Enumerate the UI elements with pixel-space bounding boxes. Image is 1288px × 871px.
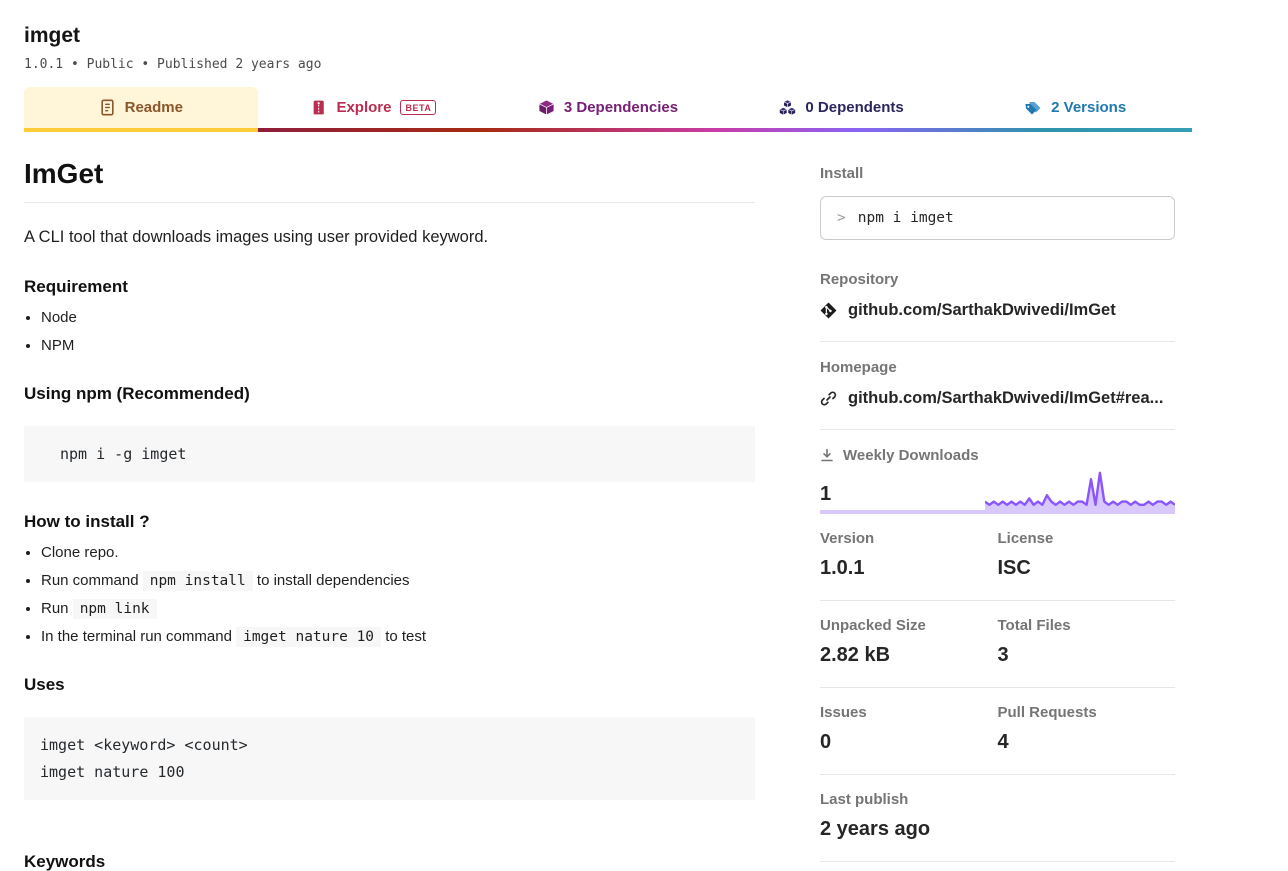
last-publish-value: 2 years ago xyxy=(820,818,931,840)
requirements-list: Node NPM xyxy=(24,309,755,354)
homepage-section: Homepage github.com/SarthakDwivedi/ImGet… xyxy=(820,342,1175,430)
uses-code-block: imget <keyword> <count> imget nature 100 xyxy=(24,717,755,800)
terminal-prompt-icon: > xyxy=(837,210,846,226)
npm-install-code-block: npm i -g imget xyxy=(24,426,755,483)
package-version-line: 1.0.1 • Public • Published 2 years ago xyxy=(24,57,322,72)
tab-explore[interactable]: Explore BETA xyxy=(258,87,492,128)
install-command: npm i imget xyxy=(857,210,954,226)
issues-prs-row: Issues 0 Pull Requests 4 xyxy=(820,688,1175,775)
package-sidebar: Install > npm i imget Repository github.… xyxy=(820,132,1175,871)
tab-underline-readme xyxy=(24,128,258,132)
download-icon xyxy=(820,448,834,463)
tab-underline-gradient xyxy=(257,128,1192,132)
tab-bar: Readme Explore BETA 3 Dependencies xyxy=(24,87,1192,128)
install-steps-list: Clone repo. Run command npm install to in… xyxy=(24,544,755,648)
total-files-value: 3 xyxy=(997,644,1009,666)
unpacked-size-value: 2.82 kB xyxy=(820,644,891,666)
weekly-downloads-sparkline xyxy=(985,471,1175,510)
install-step: Run command npm install to install depen… xyxy=(41,571,755,592)
install-step: Clone repo. xyxy=(41,544,755,561)
repository-section: Repository github.com/SarthakDwivedi/ImG… xyxy=(820,254,1175,342)
keywords-heading: Keywords xyxy=(24,851,106,871)
last-publish-label: Last publish xyxy=(820,791,909,808)
issues-value: 0 xyxy=(820,731,832,753)
repository-link[interactable]: github.com/SarthakDwivedi/ImGet xyxy=(848,301,1116,319)
readme-doc-icon xyxy=(99,99,116,116)
explore-runkit-icon xyxy=(312,99,327,116)
uses-heading: Uses xyxy=(24,675,65,695)
tab-dependents[interactable]: 0 Dependents xyxy=(725,87,959,128)
license-label: License xyxy=(997,530,1054,547)
inline-code: imget nature 10 xyxy=(236,627,382,648)
install-step: In the terminal run command imget nature… xyxy=(41,627,755,648)
requirement-heading: Requirement xyxy=(24,277,128,296)
collaborators-section: Collaborators xyxy=(820,862,1175,871)
tab-dependencies[interactable]: 3 Dependencies xyxy=(491,87,725,128)
pull-requests-value: 4 xyxy=(997,731,1009,753)
inline-code: npm link xyxy=(72,599,157,620)
homepage-link[interactable]: github.com/SarthakDwivedi/ImGet#rea... xyxy=(848,389,1164,407)
tab-readme-label: Readme xyxy=(124,99,183,116)
versions-tags-icon xyxy=(1024,100,1042,116)
readme-content: ImGet A CLI tool that downloads images u… xyxy=(24,132,755,871)
list-item: Node xyxy=(41,309,755,326)
install-label: Install xyxy=(820,165,864,182)
beta-badge: BETA xyxy=(400,100,437,115)
tab-dependents-label: 0 Dependents xyxy=(805,99,904,116)
license-value: ISC xyxy=(997,557,1031,579)
tab-explore-label: Explore xyxy=(336,99,392,116)
readme-description: A CLI tool that downloads images using u… xyxy=(24,228,489,246)
tab-dependencies-label: 3 Dependencies xyxy=(563,99,679,116)
size-files-row: Unpacked Size 2.82 kB Total Files 3 xyxy=(820,601,1175,688)
using-npm-heading: Using npm (Recommended) xyxy=(24,384,250,403)
inline-code: npm install xyxy=(142,571,253,592)
last-publish-section: Last publish 2 years ago xyxy=(820,775,1175,862)
repository-label: Repository xyxy=(820,271,899,288)
weekly-downloads-count: 1 xyxy=(820,483,832,505)
unpacked-size-label: Unpacked Size xyxy=(820,617,926,634)
pull-requests-label: Pull Requests xyxy=(997,704,1097,721)
how-to-install-heading: How to install ? xyxy=(24,512,150,532)
tab-readme[interactable]: Readme xyxy=(24,87,258,128)
install-step: Run npm link xyxy=(41,599,755,620)
sparkline-baseline xyxy=(820,510,1175,514)
tab-versions-label: 2 Versions xyxy=(1051,99,1127,116)
package-header: imget 1.0.1 • Public • Published 2 years… xyxy=(24,0,1288,72)
link-icon xyxy=(820,390,837,407)
package-name: imget xyxy=(24,24,81,47)
dependents-cubes-icon xyxy=(779,99,797,116)
install-command-box[interactable]: > npm i imget xyxy=(820,196,1175,240)
readme-title: ImGet xyxy=(24,158,755,203)
total-files-label: Total Files xyxy=(997,617,1071,634)
version-license-row: Version 1.0.1 License ISC xyxy=(820,514,1175,601)
homepage-label: Homepage xyxy=(820,359,897,376)
weekly-downloads-label: Weekly Downloads xyxy=(843,447,979,464)
dependencies-cube-icon xyxy=(538,99,555,116)
list-item: NPM xyxy=(41,337,755,354)
weekly-downloads-section: Weekly Downloads 1 xyxy=(820,430,1175,514)
issues-label: Issues xyxy=(820,704,867,721)
version-label: Version xyxy=(820,530,875,547)
git-icon xyxy=(820,302,837,319)
tab-underline xyxy=(24,128,1192,132)
tab-versions[interactable]: 2 Versions xyxy=(958,87,1192,128)
version-value: 1.0.1 xyxy=(820,557,865,579)
